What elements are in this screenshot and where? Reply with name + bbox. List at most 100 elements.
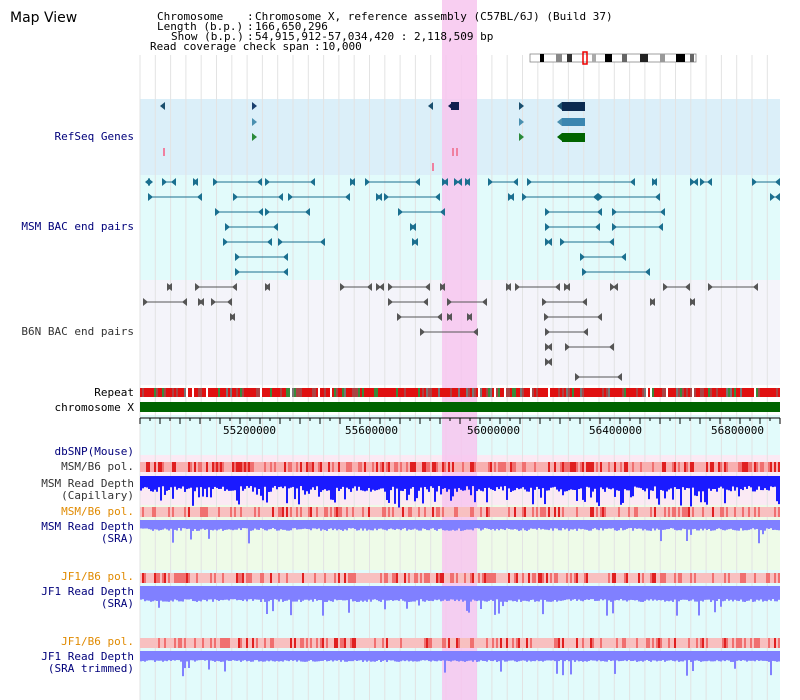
track-label-jf1-pol[interactable]: JF1/B6 pol. <box>61 570 134 583</box>
msm-depth-sra-bar <box>502 520 504 530</box>
jf1-pol-strip <box>528 573 530 583</box>
jf1-pol-strip <box>456 573 458 583</box>
jf1-pol-strip <box>284 573 286 583</box>
msm-depth-sra-bar <box>700 520 702 529</box>
jf1-depth-trimmed-bar <box>370 651 372 662</box>
msm-depth-sra-bar <box>330 520 332 529</box>
ideogram-band <box>640 54 648 62</box>
jf1-pol-strip-2 <box>246 638 248 648</box>
bac-end-arrow <box>162 178 167 186</box>
jf1-pol-strip-2 <box>558 638 560 648</box>
bac-end-arrow <box>752 178 757 186</box>
jf1-pol-strip <box>598 573 600 583</box>
msm-depth-capillary-bar <box>326 476 328 491</box>
msm-depth-capillary-bar <box>668 476 670 490</box>
track-label-msm-depth-sra[interactable]: MSM Read Depth <box>41 520 134 533</box>
repeat-segment <box>510 388 512 397</box>
track-label-jf1-depth[interactable]: JF1 Read Depth <box>41 585 134 598</box>
jf1-depth-sra-bar <box>318 586 320 601</box>
bac-end-arrow <box>398 208 403 216</box>
track-label-jf1-pol-2[interactable]: JF1/B6 pol. <box>61 635 134 648</box>
msm-pol-strip-2 <box>534 507 536 517</box>
msm-depth-sra-bar <box>270 520 272 530</box>
bac-end-arrow <box>610 283 615 291</box>
msm-pol-strip <box>164 462 166 472</box>
gene-arrow <box>519 118 524 126</box>
msm-depth-sra-bar <box>398 520 400 530</box>
msm-pol-strip-2 <box>358 507 360 517</box>
msm-depth-capillary-bar <box>478 476 480 490</box>
msm-depth-sra-bar <box>516 520 518 530</box>
bac-end-arrow <box>232 283 237 291</box>
msm-depth-sra-bar <box>672 520 674 529</box>
msm-pol-strip <box>630 462 632 472</box>
jf1-pol-strip-2 <box>466 638 468 648</box>
jf1-depth-trimmed-bar <box>620 651 622 662</box>
msm-depth-capillary-bar <box>518 476 520 490</box>
repeat-segment <box>302 388 304 397</box>
track-label-msm-pol-2[interactable]: MSM/B6 pol. <box>61 505 134 518</box>
msm-depth-sra-bar <box>420 520 422 531</box>
jf1-depth-trimmed-bar <box>556 651 558 674</box>
msm-pol-strip <box>262 462 264 472</box>
msm-pol-strip-2 <box>648 507 650 517</box>
jf1-depth-sra-bar <box>726 586 728 600</box>
jf1-depth-trimmed-bar <box>458 651 460 662</box>
msm-pol-strip <box>276 462 278 472</box>
msm-depth-capillary-bar <box>502 476 504 491</box>
msm-depth-sra-bar <box>370 520 372 531</box>
track-label-jf1-depth-trimmed[interactable]: JF1 Read Depth <box>41 650 134 663</box>
msm-pol-strip <box>150 462 152 472</box>
jf1-depth-sra-bar <box>610 586 612 602</box>
msm-pol-strip <box>210 462 212 472</box>
msm-pol-strip <box>594 462 596 472</box>
msm-depth-sra-bar <box>224 520 226 530</box>
msm-pol-strip-2 <box>696 507 698 517</box>
track-label-msm-depth-capillary[interactable]: MSM Read Depth <box>41 477 134 490</box>
msm-pol-strip-2 <box>566 507 568 517</box>
jf1-depth-trimmed-bar <box>330 651 332 661</box>
jf1-depth-trimmed-bar <box>698 651 700 661</box>
jf1-pol-strip-2 <box>470 638 472 648</box>
msm-depth-capillary-bar <box>460 476 462 490</box>
msm-pol-strip-2 <box>420 507 422 517</box>
msm-depth-capillary-bar <box>540 476 542 498</box>
jf1-depth-sra-bar <box>244 586 246 600</box>
jf1-depth-sra-bar <box>292 586 294 602</box>
jf1-pol-strip-2 <box>266 638 268 648</box>
msm-pol-strip <box>268 462 270 472</box>
msm-depth-sra-bar <box>624 520 626 530</box>
jf1-pol-strip <box>332 573 334 583</box>
msm-depth-sra-bar <box>284 520 286 530</box>
track-label-dbsnp[interactable]: dbSNP(Mouse) <box>54 445 134 458</box>
msm-depth-sra-bar <box>514 520 516 529</box>
jf1-pol-strip <box>488 573 490 583</box>
msm-pol-strip <box>358 462 360 472</box>
jf1-depth-trimmed-bar <box>664 651 666 662</box>
jf1-depth-trimmed-bar <box>670 651 672 661</box>
msm-depth-capillary-bar <box>632 476 634 497</box>
track-label-msm-bac[interactable]: MSM BAC end pairs <box>21 220 134 233</box>
jf1-depth-sra-bar <box>378 586 380 602</box>
msm-pol-strip-2 <box>594 507 596 517</box>
msm-pol-strip-2 <box>748 507 750 517</box>
jf1-depth-sra-bar <box>328 586 330 601</box>
repeat-segment <box>226 388 228 397</box>
msm-pol-strip <box>514 462 516 472</box>
track-label-b6n-bac[interactable]: B6N BAC end pairs <box>21 325 134 338</box>
msm-pol-strip-2 <box>250 507 252 517</box>
track-label-msm-pol[interactable]: MSM/B6 pol. <box>61 460 134 473</box>
msm-depth-sra-bar <box>648 520 650 531</box>
track-label-refseq[interactable]: RefSeq Genes <box>54 130 134 143</box>
jf1-pol-strip <box>514 573 516 583</box>
msm-depth-sra-bar <box>764 520 766 531</box>
axis-tick-label: 56400000 <box>589 424 642 437</box>
jf1-depth-sra-bar <box>314 586 316 600</box>
jf1-pol-strip <box>186 573 188 583</box>
repeat-segment <box>362 388 364 397</box>
jf1-depth-trimmed-bar <box>612 651 614 661</box>
msm-depth-capillary-bar <box>604 476 606 492</box>
jf1-pol-strip <box>242 573 244 583</box>
bac-end-arrow <box>513 178 518 186</box>
